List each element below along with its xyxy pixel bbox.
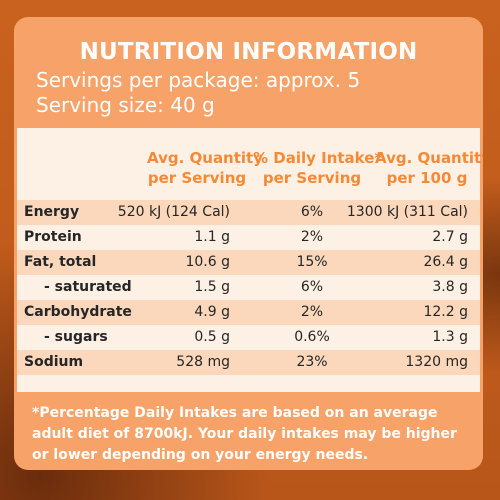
row-per-100g: 1320 mg [405, 354, 468, 370]
row-per-100g: 1.3 g [432, 329, 468, 345]
row-name: Fat, total [24, 254, 97, 270]
row-per-serving: 10.6 g [185, 254, 230, 270]
row-daily-intake: 6% [300, 279, 324, 295]
panel-title: NUTRITION INFORMATION [79, 39, 418, 65]
row-daily-intake: 23% [296, 354, 328, 370]
row-per-100g: 1300 kJ (311 Cal) [346, 204, 468, 220]
row-daily-intake: 0.6% [294, 329, 330, 345]
row-name: Sodium [24, 354, 84, 370]
row-daily-intake: 6% [300, 204, 324, 220]
row-daily-intake: 2% [300, 229, 324, 245]
row-per-100g: 3.8 g [432, 279, 468, 295]
header-line: per Serving [147, 169, 247, 187]
nutrition-table: Avg. Quantity per Serving % Daily Intake… [17, 128, 483, 392]
header-line: Avg. Quantity [147, 149, 264, 167]
header-line: per Serving [262, 169, 362, 187]
header-line: % Daily Intake* [253, 149, 383, 167]
row-per-100g: 26.4 g [423, 254, 468, 270]
row-daily-intake: 15% [296, 254, 328, 270]
row-name: Protein [24, 229, 82, 245]
row-name: Energy [24, 204, 80, 220]
daily-intake-footnote: *Percentage Daily Intakes are based on a… [32, 405, 457, 463]
table-row-sugars: - sugars 0.5 g 0.6% 1.3 g [17, 325, 480, 350]
nutrition-panel: NUTRITION INFORMATION Servings per packa… [14, 17, 483, 470]
servings-per-package: Servings per package: approx. 5 [36, 68, 361, 92]
table-row-saturated: - saturated 1.5 g 6% 3.8 g [17, 275, 480, 300]
row-per-100g: 12.2 g [423, 304, 468, 320]
header-avg-quantity-per-serving: Avg. Quantity per Serving [147, 148, 264, 188]
header-line: Avg. Quantity [375, 149, 483, 167]
table-row-fat-total: Fat, total 10.6 g 15% 26.4 g [17, 250, 480, 275]
row-per-serving: 528 mg [176, 354, 230, 370]
table-row-sodium: Sodium 528 mg 23% 1320 mg [17, 350, 480, 375]
row-per-serving: 4.9 g [194, 304, 230, 320]
table-row-energy: Energy 520 kJ (124 Cal) 6% 1300 kJ (311 … [17, 200, 480, 225]
row-name: - saturated [44, 279, 132, 295]
row-name: Carbohydrate [24, 304, 132, 320]
row-daily-intake: 2% [300, 304, 324, 320]
row-per-serving: 1.5 g [194, 279, 230, 295]
row-per-serving: 520 kJ (124 Cal) [117, 204, 230, 220]
table-row-carbohydrate: Carbohydrate 4.9 g 2% 12.2 g [17, 300, 480, 325]
row-per-serving: 0.5 g [194, 329, 230, 345]
header-daily-intake: % Daily Intake* per Serving [253, 148, 383, 188]
serving-size: Serving size: 40 g [36, 93, 215, 117]
table-row-protein: Protein 1.1 g 2% 2.7 g [17, 225, 480, 250]
row-name: - sugars [44, 329, 108, 345]
header-avg-quantity-per-100g: Avg. Quantity per 100 g [375, 148, 483, 188]
row-per-serving: 1.1 g [194, 229, 230, 245]
header-line: per 100 g [386, 169, 468, 187]
row-per-100g: 2.7 g [432, 229, 468, 245]
